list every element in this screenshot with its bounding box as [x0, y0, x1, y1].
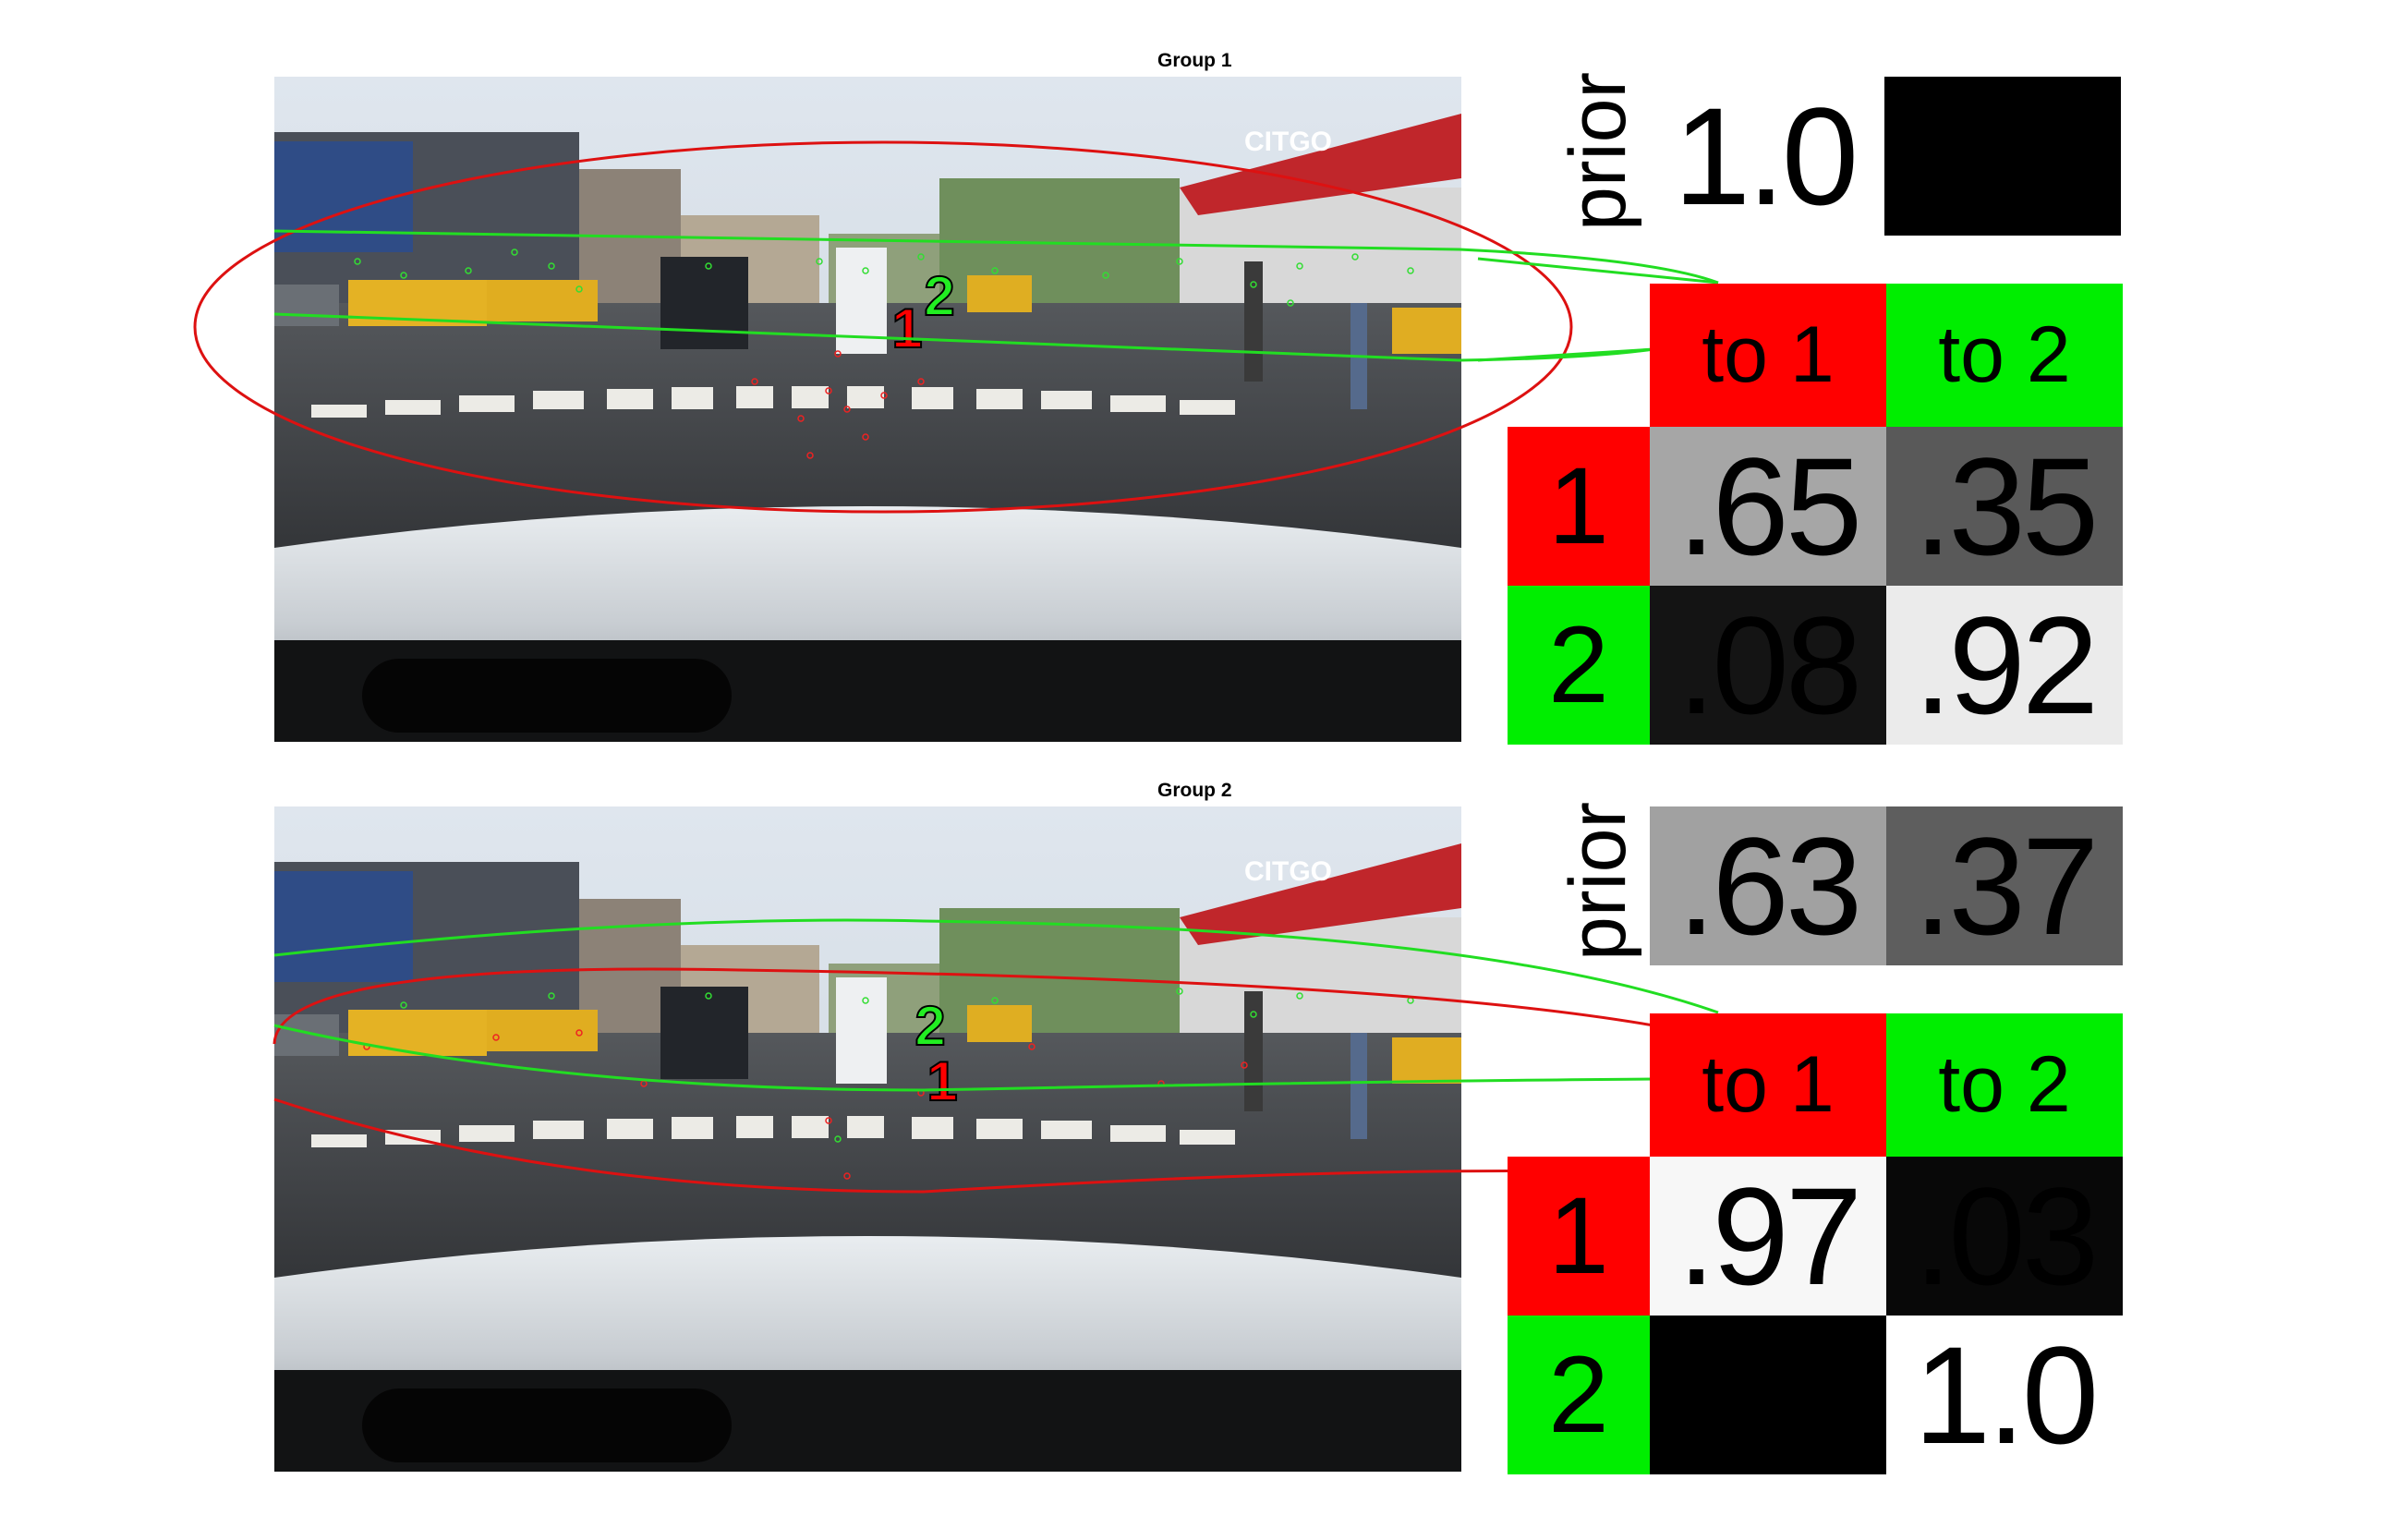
cluster-1-marker: 1	[926, 1053, 958, 1109]
prior-label: prior	[1554, 801, 1642, 961]
cell-2-to-2: 1.0	[1886, 1316, 2123, 1474]
street-scene-image: CITGO	[274, 77, 1461, 742]
header-to-1: to 1	[1650, 1013, 1886, 1157]
cluster-2-marker: 2	[923, 268, 955, 323]
prior-value-1: .63	[1650, 806, 1886, 965]
prior-value-1: 1.0	[1644, 77, 1884, 236]
group-1-panel: Group 1 CITGO	[0, 0, 2386, 758]
connector-line-bottom	[1477, 347, 1654, 362]
group-title: Group 1	[1157, 50, 1232, 71]
cell-2-to-1: .08	[1650, 586, 1886, 745]
connector-line-top	[1477, 257, 1719, 285]
cell-1-to-1: .97	[1650, 1157, 1886, 1316]
group-title: Group 2	[1157, 780, 1232, 801]
group-2-panel: Group 2 CITGO	[0, 730, 2386, 1487]
street-scene-image: CITGO	[274, 806, 1461, 1472]
cell-1-to-2: .35	[1886, 427, 2123, 586]
header-to-2: to 2	[1886, 1013, 2123, 1157]
cluster-2-marker: 2	[914, 998, 946, 1053]
row-label-2: 2	[1508, 586, 1650, 745]
header-to-1: to 1	[1650, 284, 1886, 427]
prior-value-2	[1884, 77, 2121, 236]
prior-label: prior	[1554, 71, 1642, 231]
cell-1-to-2: .03	[1886, 1157, 2123, 1316]
row-label-2: 2	[1508, 1316, 1650, 1474]
prior-value-2: .37	[1886, 806, 2123, 965]
cell-2-to-2: .92	[1886, 586, 2123, 745]
svg-text:CITGO: CITGO	[1244, 856, 1332, 887]
cell-2-to-1	[1650, 1316, 1886, 1474]
header-to-2: to 2	[1886, 284, 2123, 427]
cell-1-to-1: .65	[1650, 427, 1886, 586]
svg-text:CITGO: CITGO	[1244, 127, 1332, 157]
row-label-1: 1	[1508, 427, 1650, 586]
row-label-1: 1	[1508, 1157, 1650, 1316]
